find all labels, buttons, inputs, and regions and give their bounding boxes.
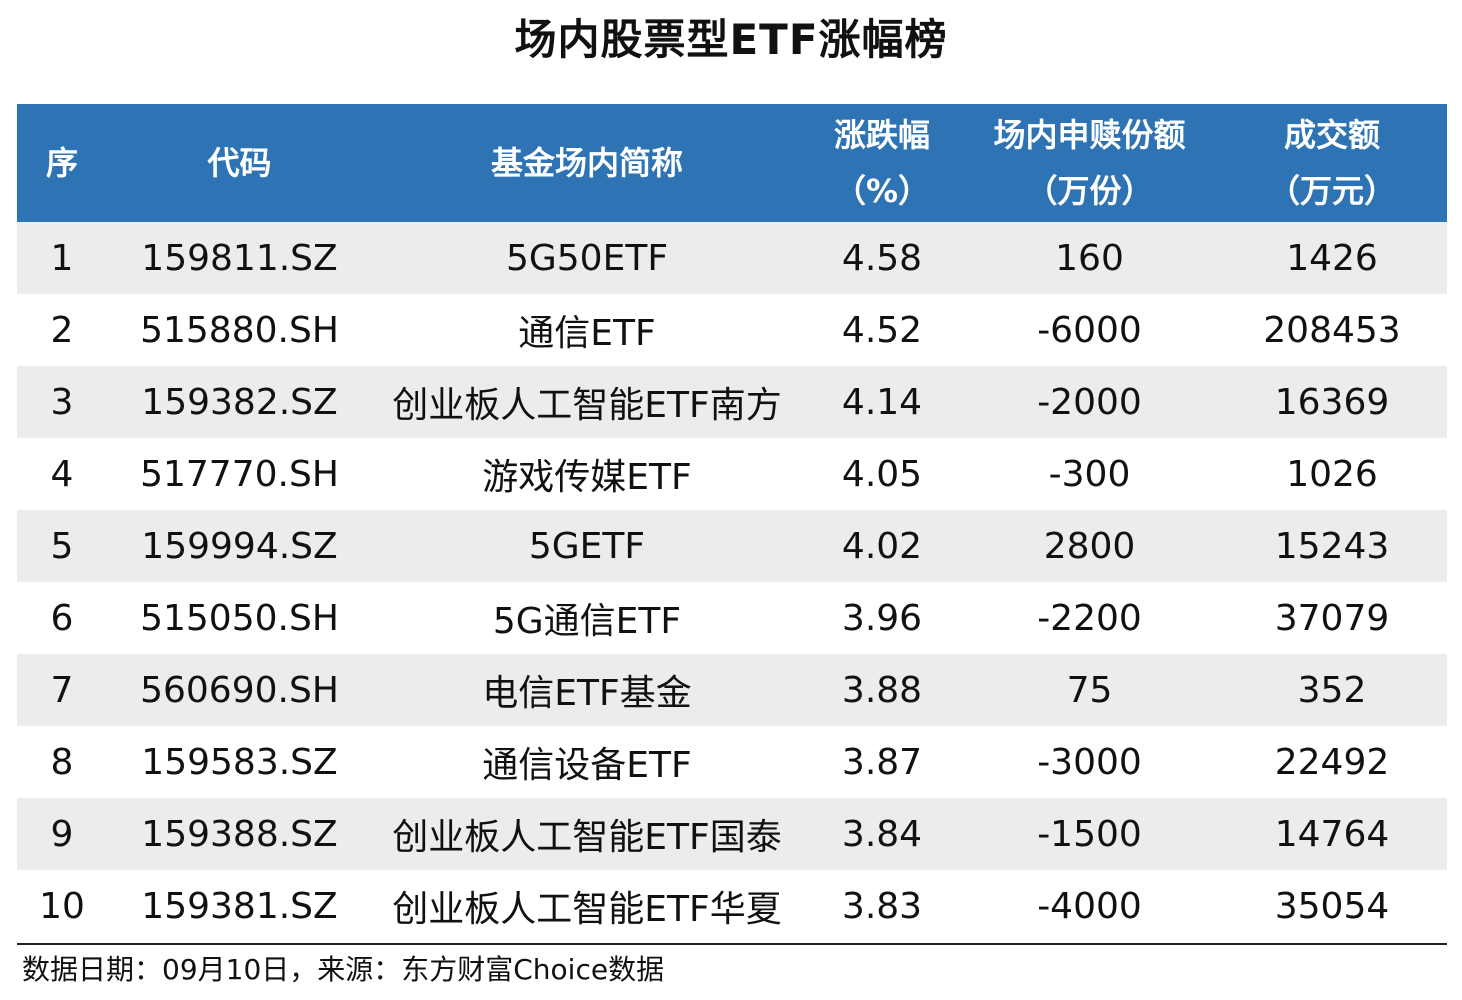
cell-turnover: 37079 <box>1274 597 1390 639</box>
cell-rank: 6 <box>50 597 74 639</box>
header-change-unit: （%） <box>833 172 931 210</box>
table-row: 6 515050.SH 5G通信ETF 3.96 -2200 37079 <box>17 582 1447 654</box>
cell-fund-name: 5GETF <box>528 525 646 567</box>
cell-fund-name: 5G50ETF <box>505 237 669 279</box>
cell-net-sub: -2000 <box>1037 381 1142 423</box>
cell-rank: 1 <box>50 237 74 279</box>
header-rank: 序 <box>17 104 107 222</box>
source-note: 数据日期：09月10日，来源：东方财富Choice数据 <box>22 953 665 986</box>
cell-code: 159583.SZ <box>141 741 338 783</box>
cell-net-sub: 75 <box>1066 669 1113 711</box>
table-row: 9 159388.SZ 创业板人工智能ETF国泰 3.84 -1500 1476… <box>17 798 1447 870</box>
cell-change: 4.52 <box>841 309 923 351</box>
cell-turnover: 14764 <box>1274 813 1390 855</box>
cell-rank: 9 <box>50 813 74 855</box>
cell-net-sub: -1500 <box>1037 813 1142 855</box>
cell-net-sub: 2800 <box>1043 525 1136 567</box>
cell-code: 517770.SH <box>140 453 339 495</box>
table-row: 2 515880.SH 通信ETF 4.52 -6000 208453 <box>17 294 1447 366</box>
cell-fund-name: 创业板人工智能ETF国泰 <box>392 817 782 858</box>
cell-turnover: 1426 <box>1286 237 1378 279</box>
cell-rank: 2 <box>50 309 74 351</box>
cell-rank: 5 <box>50 525 74 567</box>
cell-change: 3.83 <box>841 885 923 927</box>
table-row: 7 560690.SH 电信ETF基金 3.88 75 352 <box>17 654 1447 726</box>
header-net-sub-label: 场内申赎份额 <box>993 116 1186 154</box>
header-change: 涨跌幅 （%） <box>802 104 962 222</box>
header-name-label: 基金场内简称 <box>490 144 683 182</box>
cell-code: 560690.SH <box>140 669 339 711</box>
header-code-label: 代码 <box>207 144 272 182</box>
table-row: 8 159583.SZ 通信设备ETF 3.87 -3000 22492 <box>17 726 1447 798</box>
page-title: 场内股票型ETF涨幅榜 <box>514 15 948 64</box>
header-turnover-unit: （万元） <box>1267 172 1396 210</box>
header-rank-label: 序 <box>45 144 78 182</box>
header-net-sub: 场内申赎份额 （万份） <box>962 104 1217 222</box>
cell-code: 515050.SH <box>140 597 339 639</box>
cell-rank: 4 <box>50 453 74 495</box>
cell-code: 159994.SZ <box>141 525 338 567</box>
cell-change: 4.02 <box>841 525 923 567</box>
cell-rank: 3 <box>50 381 74 423</box>
cell-code: 159388.SZ <box>141 813 338 855</box>
header-net-sub-unit: （万份） <box>1025 172 1154 210</box>
cell-change: 4.58 <box>841 237 923 279</box>
cell-code: 159382.SZ <box>141 381 338 423</box>
cell-turnover: 352 <box>1297 669 1367 711</box>
cell-change: 3.84 <box>841 813 923 855</box>
table-row: 5 159994.SZ 5GETF 4.02 2800 15243 <box>17 510 1447 582</box>
cell-turnover: 35054 <box>1274 885 1390 927</box>
table-row: 3 159382.SZ 创业板人工智能ETF南方 4.14 -2000 1636… <box>17 366 1447 438</box>
header-turnover-label: 成交额 <box>1283 116 1380 154</box>
cell-fund-name: 创业板人工智能ETF华夏 <box>392 889 782 930</box>
header-name: 基金场内简称 <box>372 104 802 222</box>
cell-fund-name: 通信设备ETF <box>482 745 692 786</box>
table-row: 1 159811.SZ 5G50ETF 4.58 160 1426 <box>17 222 1447 294</box>
cell-change: 3.88 <box>841 669 923 711</box>
cell-rank: 10 <box>39 885 85 927</box>
cell-net-sub: -4000 <box>1037 885 1142 927</box>
cell-fund-name: 5G通信ETF <box>492 601 682 642</box>
etf-ranking-table: 序 代码 基金场内简称 涨跌幅 （%） 场内申赎份额 （万份） 成交额 （万元）… <box>17 104 1447 942</box>
header-turnover: 成交额 （万元） <box>1217 104 1447 222</box>
cell-rank: 7 <box>50 669 74 711</box>
cell-fund-name: 通信ETF <box>518 313 656 354</box>
cell-turnover: 15243 <box>1274 525 1390 567</box>
cell-turnover: 1026 <box>1286 453 1378 495</box>
cell-change: 3.87 <box>841 741 923 783</box>
header-change-label: 涨跌幅 <box>833 116 930 154</box>
table-header: 序 代码 基金场内简称 涨跌幅 （%） 场内申赎份额 （万份） 成交额 （万元） <box>17 104 1447 222</box>
cell-net-sub: -3000 <box>1037 741 1142 783</box>
cell-rank: 8 <box>50 741 74 783</box>
footer-divider <box>17 943 1447 945</box>
cell-code: 515880.SH <box>140 309 339 351</box>
cell-fund-name: 创业板人工智能ETF南方 <box>392 385 782 426</box>
cell-net-sub: -6000 <box>1037 309 1142 351</box>
cell-net-sub: -300 <box>1048 453 1131 495</box>
cell-fund-name: 电信ETF基金 <box>482 673 692 714</box>
cell-turnover: 208453 <box>1263 309 1401 351</box>
cell-net-sub: 160 <box>1055 237 1124 279</box>
header-code: 代码 <box>107 104 372 222</box>
cell-change: 4.05 <box>841 453 923 495</box>
cell-change: 4.14 <box>841 381 923 423</box>
cell-turnover: 22492 <box>1274 741 1390 783</box>
table-row: 10 159381.SZ 创业板人工智能ETF华夏 3.83 -4000 350… <box>17 870 1447 942</box>
cell-net-sub: -2200 <box>1037 597 1142 639</box>
cell-turnover: 16369 <box>1274 381 1390 423</box>
cell-change: 3.96 <box>841 597 923 639</box>
table-row: 4 517770.SH 游戏传媒ETF 4.05 -300 1026 <box>17 438 1447 510</box>
cell-fund-name: 游戏传媒ETF <box>482 457 692 498</box>
cell-code: 159811.SZ <box>141 237 338 279</box>
cell-code: 159381.SZ <box>141 885 338 927</box>
